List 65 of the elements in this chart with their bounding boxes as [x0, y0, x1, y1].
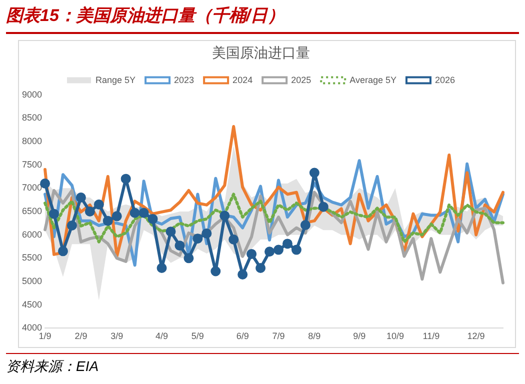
y-tick-label: 6500 — [22, 206, 42, 216]
point — [228, 234, 239, 245]
point — [220, 210, 230, 221]
y-tick-label: 4000 — [22, 322, 42, 333]
point — [102, 216, 113, 226]
point — [238, 270, 248, 280]
point — [49, 208, 59, 219]
point — [156, 262, 167, 273]
x-tick-label: 10/9 — [386, 331, 404, 342]
point — [202, 228, 212, 238]
y-tick-label: 4500 — [22, 299, 42, 310]
line-series — [44, 192, 504, 244]
y-tick-label: 9000 — [22, 89, 42, 100]
point — [318, 202, 328, 212]
point — [148, 214, 158, 224]
y-tick-label: 5000 — [22, 276, 42, 286]
x-tick-label: 5/9 — [191, 331, 204, 342]
x-tick-label: 8/9 — [308, 331, 321, 342]
legend-label: Range 5Y — [96, 74, 136, 85]
y-tick-label: 6000 — [22, 229, 42, 240]
point — [309, 168, 320, 178]
legend-label: 2023 — [174, 74, 194, 85]
point — [274, 244, 284, 255]
point — [291, 244, 302, 255]
y-tick-label: 5500 — [22, 252, 42, 263]
point — [174, 240, 185, 251]
point — [40, 178, 50, 188]
text: 资料来源：EIA — [6, 358, 99, 376]
point — [184, 253, 194, 264]
x-tick-label: 12/9 — [467, 331, 485, 342]
point — [256, 262, 266, 273]
legend-label: 2025 — [291, 74, 312, 85]
legend-label: Average 5Y — [350, 74, 396, 85]
chart-title: 图表15：美国原油进口量（千桶/日） — [6, 5, 285, 27]
point — [282, 238, 292, 249]
point — [138, 208, 149, 218]
x-tick-label: 11/9 — [422, 331, 440, 342]
x-tick-label: 6/9 — [236, 331, 249, 342]
point — [58, 246, 68, 256]
point — [76, 192, 86, 202]
x-tick-label: 4/9 — [156, 331, 168, 342]
x-tick-label: 7/9 — [272, 331, 285, 342]
legend-label: 2024 — [232, 74, 253, 85]
point — [166, 226, 176, 237]
point — [264, 246, 275, 257]
point — [94, 200, 104, 210]
y-tick-label: 7000 — [22, 182, 42, 193]
point — [300, 220, 310, 230]
chart-subtitle: 美国原油进口量 — [212, 44, 310, 60]
legend-label: 2026 — [434, 74, 455, 85]
x-tick-label: 3/9 — [110, 331, 124, 342]
y-tick-label: 8500 — [22, 112, 42, 123]
x-tick-label: 1/9 — [38, 331, 52, 342]
point — [210, 266, 221, 276]
point — [66, 220, 77, 231]
x-tick-label: 9/9 — [353, 331, 366, 342]
point — [112, 211, 122, 222]
point — [192, 234, 203, 244]
point — [84, 206, 95, 216]
point — [246, 248, 257, 259]
y-tick-label: 7500 — [22, 159, 42, 170]
point — [130, 208, 140, 218]
point — [120, 174, 131, 184]
x-tick-label: 2/9 — [74, 331, 88, 342]
y-tick-label: 8000 — [22, 136, 42, 146]
